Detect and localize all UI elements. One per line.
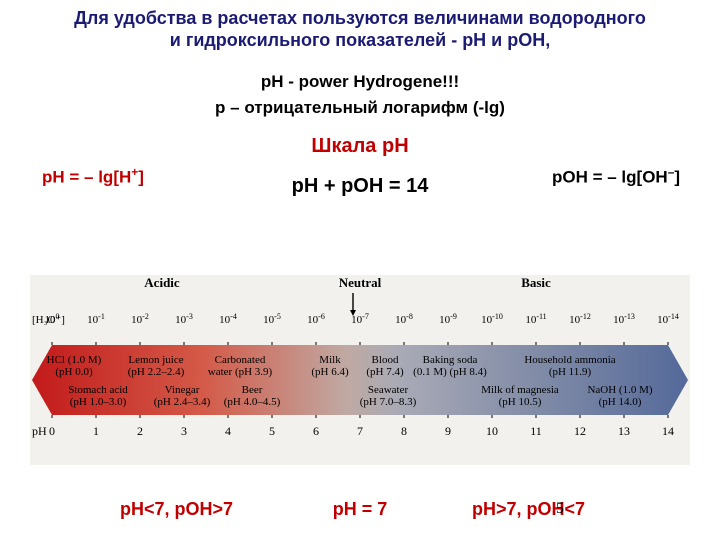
svg-text:(pH 2.4–3.4): (pH 2.4–3.4): [154, 396, 211, 408]
heading-line-1: Для удобства в расчетах пользуются велич…: [0, 8, 720, 29]
range-basic: pH>7, pOH<7: [472, 499, 585, 520]
svg-text:(0.1 M) (pH 8.4): (0.1 M) (pH 8.4): [413, 366, 487, 378]
svg-text:9: 9: [445, 424, 451, 438]
svg-text:NaOH (1.0 M): NaOH (1.0 M): [587, 384, 652, 396]
ph-scale-svg: AcidicNeutralBasic[H₃O⁺]10010-110-210-31…: [30, 275, 690, 465]
svg-text:13: 13: [618, 424, 630, 438]
page-number: 5: [556, 500, 564, 518]
svg-text:8: 8: [401, 424, 407, 438]
svg-text:(pH 4.0–4.5): (pH 4.0–4.5): [224, 396, 281, 408]
svg-text:Neutral: Neutral: [339, 275, 382, 290]
svg-text:HCl (1.0 M): HCl (1.0 M): [47, 354, 102, 366]
heading-line-2: и гидроксильного показателей - pH и pOH,: [0, 30, 720, 51]
svg-text:7: 7: [357, 424, 363, 438]
svg-text:12: 12: [574, 424, 586, 438]
svg-text:(pH 7.4): (pH 7.4): [366, 366, 404, 378]
svg-text:(pH 0.0): (pH 0.0): [55, 366, 93, 378]
svg-text:Baking soda: Baking soda: [423, 354, 478, 366]
svg-text:(pH 11.9): (pH 11.9): [549, 366, 592, 378]
svg-text:Carbonated: Carbonated: [215, 354, 266, 366]
svg-text:(pH 2.2–2.4): (pH 2.2–2.4): [128, 366, 185, 378]
svg-text:11: 11: [530, 424, 542, 438]
svg-text:Acidic: Acidic: [144, 275, 180, 290]
svg-text:Vinegar: Vinegar: [165, 384, 200, 396]
subheading-line-2: p – отрицательный логарифм (-lg): [0, 98, 720, 118]
svg-text:5: 5: [269, 424, 275, 438]
svg-text:(pH 1.0–3.0): (pH 1.0–3.0): [70, 396, 127, 408]
svg-text:water (pH 3.9): water (pH 3.9): [208, 366, 273, 378]
svg-text:Milk of magnesia: Milk of magnesia: [481, 384, 559, 396]
svg-text:4: 4: [225, 424, 231, 438]
svg-text:Household ammonia: Household ammonia: [524, 354, 615, 366]
svg-text:Milk: Milk: [319, 354, 341, 366]
svg-text:10: 10: [486, 424, 498, 438]
scale-title: Шкала рН: [0, 135, 720, 158]
svg-text:(pH 6.4): (pH 6.4): [311, 366, 349, 378]
svg-text:(pH 7.0–8.3): (pH 7.0–8.3): [360, 396, 417, 408]
svg-text:(pH 14.0): (pH 14.0): [599, 396, 642, 408]
svg-text:3: 3: [181, 424, 187, 438]
formula-sum: рН + рОН = 14: [0, 175, 720, 198]
ph-scale-chart: AcidicNeutralBasic[H₃O⁺]10010-110-210-31…: [30, 275, 690, 465]
svg-text:0: 0: [49, 424, 55, 438]
svg-text:Stomach acid: Stomach acid: [68, 384, 128, 396]
range-neutral: pH = 7: [0, 499, 720, 520]
svg-text:Blood: Blood: [372, 354, 399, 366]
svg-text:Lemon juice: Lemon juice: [128, 354, 183, 366]
svg-text:Basic: Basic: [521, 275, 551, 290]
subheading-line-1: pH - power Hydrogene!!!: [0, 72, 720, 92]
svg-text:Beer: Beer: [242, 384, 263, 396]
svg-text:1: 1: [93, 424, 99, 438]
svg-text:pH: pH: [32, 424, 47, 438]
svg-text:Seawater: Seawater: [368, 384, 409, 396]
svg-text:2: 2: [137, 424, 143, 438]
svg-text:14: 14: [662, 424, 674, 438]
svg-text:(pH 10.5): (pH 10.5): [499, 396, 542, 408]
svg-text:6: 6: [313, 424, 319, 438]
